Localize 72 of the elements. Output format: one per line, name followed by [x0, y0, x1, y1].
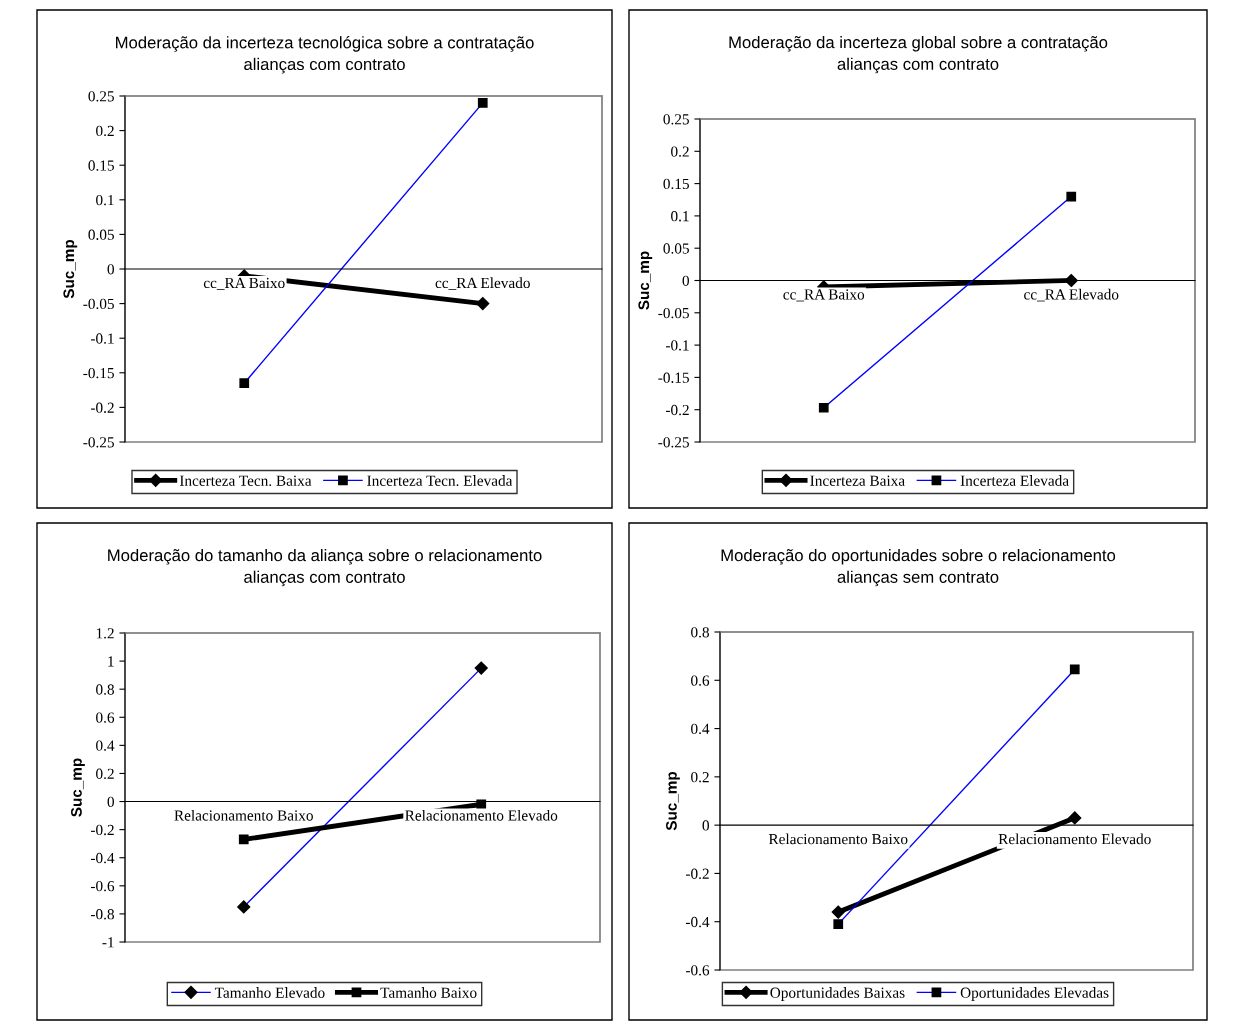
y-tick-label: 0.25	[663, 114, 689, 125]
y-tick-label: 0.05	[663, 243, 689, 254]
y-tick-label: 0.8	[691, 627, 709, 638]
y-axis-title: Suc_mp	[666, 771, 680, 831]
y-tick-label: -0.2	[665, 404, 689, 416]
legend-label: Incerteza Tecn. Baixa	[179, 475, 312, 486]
x-tick-label: Relacionamento Baixo	[768, 833, 908, 845]
y-tick-label: 0.25	[88, 91, 114, 102]
x-tick-label: Relacionamento Elevado	[405, 809, 558, 821]
y-tick-label: -0.6	[90, 880, 115, 892]
y-tick-label: -0.8	[90, 909, 114, 920]
y-tick-label: 0.15	[88, 160, 114, 171]
y-tick-label: -1	[102, 937, 114, 948]
legend-label: Tamanho Baixo	[380, 987, 477, 998]
y-tick-label: 0.05	[88, 229, 114, 240]
y-tick-label: 1.2	[96, 628, 114, 639]
y-tick-label: 0.2	[671, 146, 689, 157]
legend-label: Incerteza Tecn. Elevada	[367, 475, 513, 486]
x-tick-label: Relacionamento Baixo	[174, 809, 313, 821]
y-tick-label: -0.2	[90, 824, 114, 836]
y-tick-label: -0.05	[83, 298, 114, 310]
y-tick-label: -0.25	[658, 437, 689, 448]
chart-title: Moderação da incerteza tecnológica sobre a contratação alianças com contrato	[116, 36, 534, 74]
y-tick-label: -0.4	[90, 852, 115, 864]
point	[476, 297, 490, 311]
x-tick-label: cc_RA Baixo	[203, 277, 285, 290]
legend-label: Incerteza Baixa	[810, 475, 905, 486]
x-tick-label: cc_RA Elevado	[435, 277, 530, 290]
y-tick-label: -0.1	[665, 340, 689, 351]
y-tick-label: 0	[107, 264, 114, 275]
y-tick-label: 0.8	[96, 684, 114, 695]
y-axis-title: Suc_mp	[63, 239, 78, 299]
y-tick-label: -0.2	[685, 868, 709, 879]
x-tick-label: cc_RA Baixo	[783, 289, 865, 302]
y-tick-label: 0	[702, 820, 709, 831]
y-tick-label: -0.05	[658, 307, 689, 319]
point	[1068, 811, 1082, 825]
legend-label: Incerteza Elevada	[960, 475, 1069, 486]
chart-title: Moderação do oportunidades sobre o relacionamento alianças sem contrato	[721, 549, 1116, 587]
legend-label: Tamanho Elevado	[214, 987, 325, 998]
y-axis-title: Suc_mp	[638, 251, 653, 310]
legend-label: Oportunidades Baixas	[770, 987, 905, 1001]
y-tick-label: 0.2	[96, 768, 114, 779]
y-tick-label: -0.4	[685, 916, 710, 928]
y-tick-label: 0.6	[691, 675, 710, 686]
y-tick-label: 0.1	[671, 211, 689, 222]
y-tick-label: 0.15	[663, 178, 689, 190]
y-tick-label: 0.1	[96, 194, 114, 206]
x-tick-label: cc_RA Elevado	[1024, 288, 1119, 302]
y-axis-title: Suc_mp	[71, 758, 85, 817]
y-tick-label: 0	[107, 796, 114, 807]
y-tick-label: 0.2	[691, 772, 709, 783]
y-tick-label: 1	[108, 656, 114, 667]
y-tick-label: -0.2	[90, 402, 114, 413]
y-tick-label: 0.6	[96, 712, 115, 723]
y-tick-label: 0.2	[96, 125, 114, 137]
point	[1064, 273, 1078, 288]
y-tick-label: -0.25	[83, 437, 114, 448]
chart-title: Moderação do tamanho da aliança sobre o relacionamento alianças com contrato	[108, 549, 542, 587]
y-tick-label: 0.4	[691, 723, 710, 735]
y-tick-label: -0.15	[658, 372, 689, 383]
y-tick-label: -0.1	[90, 333, 114, 344]
legend-label: Oportunidades Elevadas	[960, 987, 1109, 1001]
chart-title: Moderação da incerteza global sobre a contratação alianças com contrato	[729, 36, 1108, 74]
point	[476, 799, 487, 810]
point	[238, 834, 249, 845]
x-tick-label: Relacionamento Elevado	[998, 833, 1151, 845]
y-tick-label: -0.15	[83, 367, 114, 379]
y-tick-label: -0.6	[685, 965, 710, 976]
point	[831, 905, 845, 919]
y-tick-label: 0	[682, 275, 689, 286]
y-tick-label: 0.4	[96, 740, 115, 751]
